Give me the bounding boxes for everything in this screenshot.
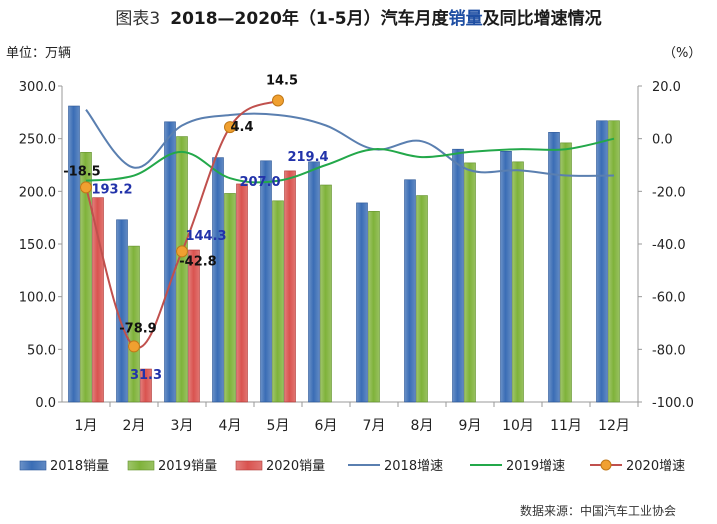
data-label-2020销量: 219.4 bbox=[287, 150, 328, 165]
bar-2018销量 bbox=[212, 157, 224, 403]
legend-label-2020增速: 2020增速 bbox=[626, 459, 685, 474]
legend-label-2020销量: 2020销量 bbox=[266, 459, 325, 474]
title-main-highlight: 销量 bbox=[448, 9, 483, 29]
x-tick-label: 6月 bbox=[315, 418, 338, 434]
data-label-2020增速: 14.5 bbox=[266, 73, 298, 88]
chart-title: 图表3 2018—2020年（1-5月）汽车月度销量及同比增速情况 bbox=[0, 4, 717, 29]
bar-2018销量 bbox=[596, 120, 608, 403]
x-tick-label: 12月 bbox=[598, 418, 630, 434]
bar-2018销量 bbox=[164, 121, 176, 403]
left-tick-label: 0.0 bbox=[35, 396, 56, 411]
line-2019增速 bbox=[85, 137, 615, 184]
line-2020增速 bbox=[85, 99, 279, 349]
left-tick-label: 300.0 bbox=[19, 80, 56, 95]
line-2018增速 bbox=[85, 109, 615, 177]
bar-2020销量 bbox=[92, 197, 104, 403]
right-tick-label: -100.0 bbox=[652, 396, 694, 411]
bar-2019销量 bbox=[464, 162, 476, 403]
x-tick-label: 2月 bbox=[123, 418, 146, 434]
bar-2019销量 bbox=[320, 184, 332, 403]
bar-2018销量 bbox=[356, 202, 368, 403]
bar-2020销量 bbox=[188, 249, 200, 403]
x-tick-label: 7月 bbox=[363, 418, 386, 434]
x-tick-label: 9月 bbox=[459, 418, 482, 434]
data-label-2020增速: -42.8 bbox=[179, 254, 216, 269]
x-tick-label: 3月 bbox=[171, 418, 194, 434]
bar-2018销量 bbox=[404, 179, 416, 403]
bar-2019销量 bbox=[272, 200, 284, 403]
x-tick-label: 4月 bbox=[219, 418, 242, 434]
bar-2018销量 bbox=[308, 161, 320, 403]
right-tick-label: -80.0 bbox=[652, 343, 686, 358]
data-label-2020销量: 31.3 bbox=[130, 368, 162, 383]
title-main-after: 及同比增速情况 bbox=[482, 9, 602, 29]
legend-label-2018销量: 2018销量 bbox=[50, 459, 109, 474]
bar-2019销量 bbox=[128, 245, 140, 403]
bar-2020销量 bbox=[236, 183, 248, 403]
bar-2019销量 bbox=[416, 195, 428, 403]
x-tick-label: 11月 bbox=[550, 418, 582, 434]
left-tick-label: 100.0 bbox=[19, 291, 56, 306]
legend-swatch-2018销量 bbox=[19, 460, 47, 471]
right-tick-label: -20.0 bbox=[652, 185, 686, 200]
bar-2019销量 bbox=[608, 120, 620, 403]
right-tick-label: 20.0 bbox=[652, 80, 681, 95]
x-tick-label: 10月 bbox=[502, 418, 534, 434]
marker-2020增速 bbox=[272, 94, 284, 107]
right-axis-unit: （%） bbox=[663, 46, 702, 61]
bar-2019销量 bbox=[80, 152, 92, 403]
bar-2018销量 bbox=[500, 151, 512, 403]
left-axis-unit: 单位：万辆 bbox=[6, 46, 72, 61]
bar-2020销量 bbox=[284, 170, 296, 403]
right-tick-label: -60.0 bbox=[652, 291, 686, 306]
legend-swatch-2020销量 bbox=[235, 460, 263, 471]
legend-label-2018增速: 2018增速 bbox=[384, 459, 443, 474]
marker-2020增速 bbox=[80, 181, 92, 194]
bar-2019销量 bbox=[512, 161, 524, 403]
marker-2020增速 bbox=[128, 340, 140, 353]
left-tick-label: 150.0 bbox=[19, 238, 56, 253]
bar-2018销量 bbox=[260, 160, 272, 403]
marker-2020增速 bbox=[224, 121, 236, 134]
right-tick-label: 0.0 bbox=[652, 133, 673, 148]
left-tick-label: 200.0 bbox=[19, 185, 56, 200]
left-tick-label: 250.0 bbox=[19, 133, 56, 148]
data-label-2020销量: 193.2 bbox=[91, 183, 132, 198]
title-prefix: 图表3 bbox=[115, 9, 161, 29]
bar-2018销量 bbox=[68, 105, 80, 403]
marker-2020增速 bbox=[176, 245, 188, 258]
data-label-2020销量: 144.3 bbox=[185, 229, 226, 244]
bar-2019销量 bbox=[224, 193, 236, 403]
bar-2019销量 bbox=[560, 142, 572, 403]
bar-2019销量 bbox=[176, 136, 188, 403]
legend-label-2019增速: 2019增速 bbox=[506, 459, 565, 474]
data-label-2020增速: -78.9 bbox=[119, 321, 156, 336]
x-tick-label: 1月 bbox=[75, 418, 98, 434]
right-tick-label: -40.0 bbox=[652, 238, 686, 253]
legend-label-2019销量: 2019销量 bbox=[158, 459, 217, 474]
legend-swatch-marker-2020增速 bbox=[600, 459, 612, 471]
bar-2018销量 bbox=[548, 132, 560, 403]
x-tick-label: 5月 bbox=[267, 418, 290, 434]
legend-swatch-2019销量 bbox=[127, 460, 155, 471]
x-tick-label: 8月 bbox=[411, 418, 434, 434]
data-source: 数据来源：中国汽车工业协会 bbox=[520, 504, 677, 518]
bar-2019销量 bbox=[368, 211, 380, 403]
bar-2018销量 bbox=[452, 148, 464, 403]
title-main-before: 2018—2020年（1-5月）汽车月度 bbox=[170, 9, 449, 29]
bar-2020销量 bbox=[140, 368, 152, 403]
data-label-2020销量: 207.0 bbox=[239, 175, 280, 190]
data-label-2020增速: -18.5 bbox=[63, 164, 100, 179]
left-tick-label: 50.0 bbox=[27, 343, 56, 358]
data-label-2020增速: 4.4 bbox=[230, 120, 253, 135]
